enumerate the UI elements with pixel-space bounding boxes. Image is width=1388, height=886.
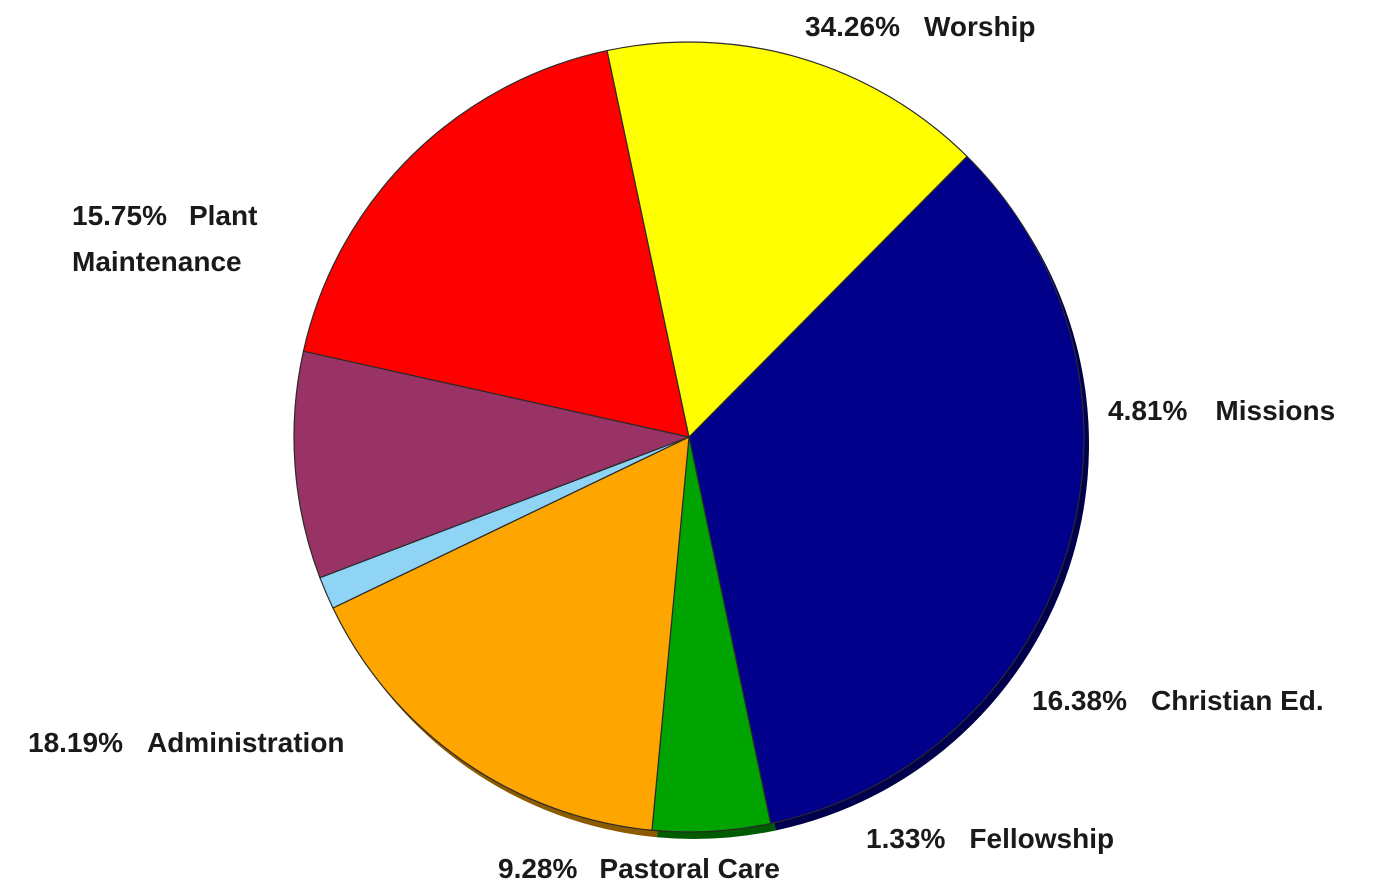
slice-christian-ed bbox=[332, 435, 690, 831]
slice-label-fellowship: 1.33% Fellowship bbox=[866, 823, 1114, 854]
slice-label-pastoral-care: 9.28% Pastoral Care bbox=[498, 853, 780, 884]
pie-labels: 34.26% Worship 4.81% Missions 16.38% Christ… bbox=[28, 11, 1335, 884]
slice-plant-maintenance bbox=[606, 41, 968, 439]
slice-pastoral-care bbox=[293, 350, 692, 579]
slice-label-administration: 18.19% Administration bbox=[28, 727, 345, 758]
slice-label-christian-ed: 16.38% Christian Ed. bbox=[1032, 685, 1324, 716]
slice-worship bbox=[688, 155, 1085, 825]
slice-administration bbox=[302, 49, 690, 438]
slice-label-missions: 4.81% Missions bbox=[1108, 395, 1335, 426]
slice-label-plant-maintenance: 15.75% Plant Maintenance bbox=[72, 200, 265, 277]
pie-slices bbox=[293, 41, 1085, 833]
slice-label-worship: 34.26% Worship bbox=[805, 11, 1035, 42]
